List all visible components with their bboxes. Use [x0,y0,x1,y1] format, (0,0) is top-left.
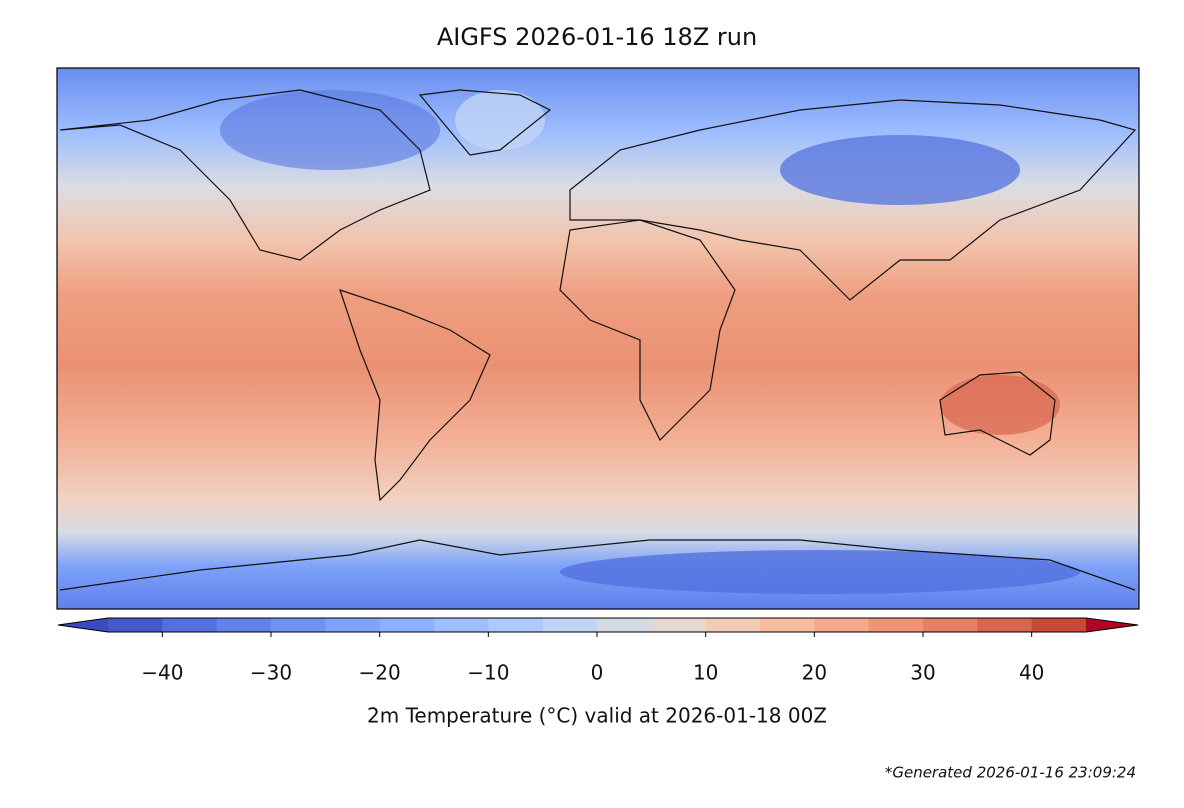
colorbar-segment [488,618,544,632]
colorbar-tick-label: −30 [250,661,292,685]
colorbar-segment [814,618,870,632]
colorbar-segment [651,618,707,632]
cold-region [560,550,1080,594]
colorbar-tick-label: −40 [141,661,183,685]
colorbar-segment [705,618,761,632]
colorbar-tick-label: −10 [467,661,509,685]
footnote: *Generated 2026-01-16 23:09:24 [885,764,1136,782]
colorbar-segment [379,618,435,632]
cold-region [780,135,1020,205]
colorbar-tick-label: −20 [359,661,401,685]
colorbar-segment [977,618,1033,632]
map [56,67,1140,610]
colorbar-segment [108,618,163,632]
coastline [939,371,1056,456]
colorbar-outline [57,617,1139,633]
greenland [455,90,545,150]
colorbar-extend-min [58,618,108,632]
colorbar-segment [162,618,218,632]
colorbar-segment [434,618,489,632]
map-frame [56,67,1140,610]
colorbar-segment [923,618,978,632]
coastline [59,89,431,261]
colorbar-segment [325,618,381,632]
colorbar-segment [1031,618,1087,632]
colorbar-tick-label: 10 [693,661,718,685]
colorbar-label: 2m Temperature (°C) valid at 2026-01-18 … [367,704,827,728]
warm-region [940,375,1060,435]
colorbar-segment [868,618,924,632]
colorbar-segment [760,618,815,632]
colorbar-tick-label: 40 [1019,661,1044,685]
coastline [569,99,1137,301]
title: AIGFS 2026-01-16 18Z run [437,23,757,51]
cold-region [220,90,440,170]
colorbar-tick-label: 0 [591,661,604,685]
colorbar-segment [216,618,272,632]
coastline [559,219,736,442]
coastline [418,89,552,156]
colorbar-tick-label: 30 [910,661,935,685]
coastline [339,289,491,502]
colorbar: −40 −30 −20 −10 0 10 20 30 40 [57,617,1139,685]
colorbar-segment [597,618,652,632]
colorbar-extend-max [1086,618,1138,632]
colorbar-tick-label: 20 [802,661,827,685]
coastline [59,539,1136,591]
colorbar-segment [271,618,326,632]
colorbar-segment [542,618,598,632]
